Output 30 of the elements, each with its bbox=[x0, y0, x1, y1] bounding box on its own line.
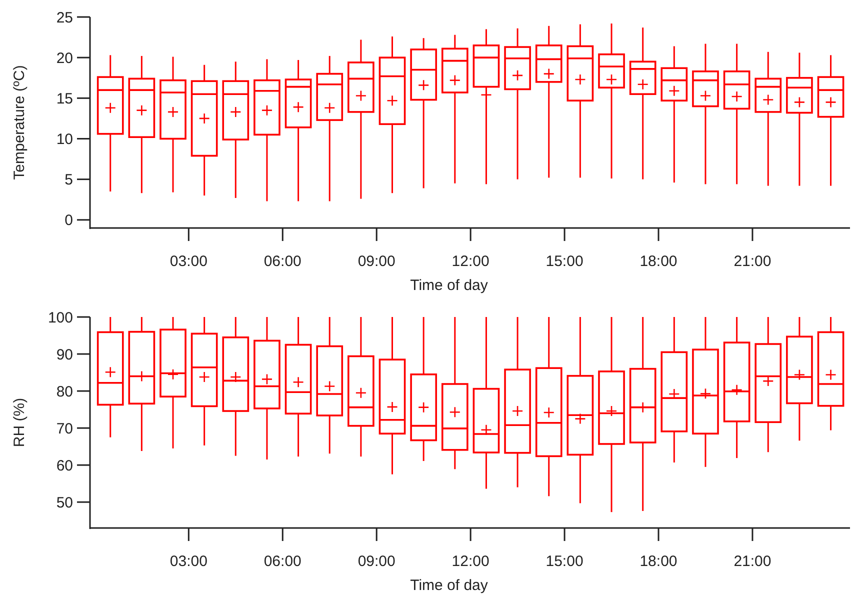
x-axis-title: Time of day bbox=[410, 577, 488, 594]
y-tick-label: 0 bbox=[64, 212, 73, 230]
y-tick-label: 50 bbox=[56, 494, 73, 512]
y-tick-label: 70 bbox=[56, 420, 73, 438]
y-tick-label: 5 bbox=[64, 172, 73, 189]
x-axis-title: Time of day bbox=[410, 277, 488, 294]
y-tick-label: 60 bbox=[56, 457, 73, 474]
x-tick-label: 21:00 bbox=[734, 253, 772, 270]
x-tick-label: 12:00 bbox=[452, 553, 490, 570]
y-tick-label: 20 bbox=[56, 50, 73, 67]
y-tick-label: 10 bbox=[56, 130, 73, 148]
y-tick-label: 15 bbox=[56, 90, 73, 108]
x-tick-label: 18:00 bbox=[640, 553, 678, 570]
y-tick-label: 90 bbox=[56, 346, 73, 364]
x-tick-label: 21:00 bbox=[734, 553, 772, 570]
y-tick-label: 25 bbox=[56, 9, 73, 26]
x-tick-label: 09:00 bbox=[358, 253, 396, 270]
x-tick-label: 15:00 bbox=[546, 553, 584, 570]
x-tick-label: 06:00 bbox=[264, 253, 302, 270]
y-tick-label: 100 bbox=[48, 309, 73, 326]
x-tick-label: 06:00 bbox=[264, 553, 302, 570]
x-tick-label: 03:00 bbox=[170, 553, 208, 570]
y-axis-title: Temperature (ºC) bbox=[11, 65, 28, 180]
x-tick-label: 18:00 bbox=[640, 253, 678, 270]
y-tick-label: 80 bbox=[56, 383, 73, 400]
x-tick-label: 03:00 bbox=[170, 253, 208, 270]
y-axis-title: RH (%) bbox=[11, 398, 28, 448]
x-tick-label: 15:00 bbox=[546, 253, 584, 270]
x-tick-label: 09:00 bbox=[358, 553, 396, 570]
x-tick-label: 12:00 bbox=[452, 253, 490, 270]
